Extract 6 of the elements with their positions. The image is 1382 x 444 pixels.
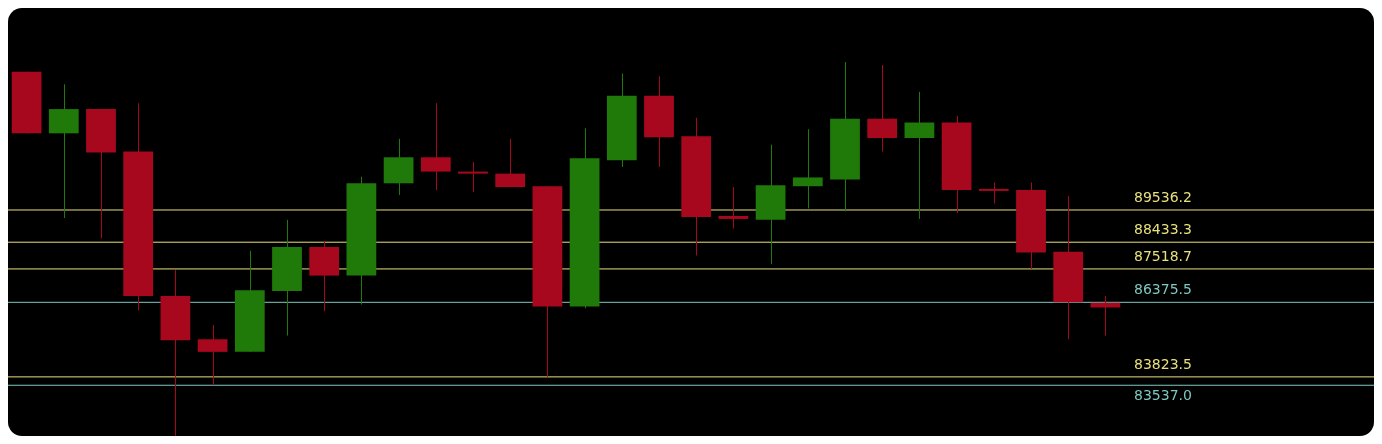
ref-line-label: 86375.5 — [1134, 280, 1192, 297]
ref-line-label: 83823.5 — [1134, 355, 1192, 372]
ref-line-label: 87518.7 — [1134, 247, 1192, 264]
ref-line-label: 89536.2 — [1134, 188, 1192, 205]
ref-line-label: 83537.0 — [1134, 386, 1192, 403]
ref-line-label: 88433.3 — [1134, 220, 1192, 237]
